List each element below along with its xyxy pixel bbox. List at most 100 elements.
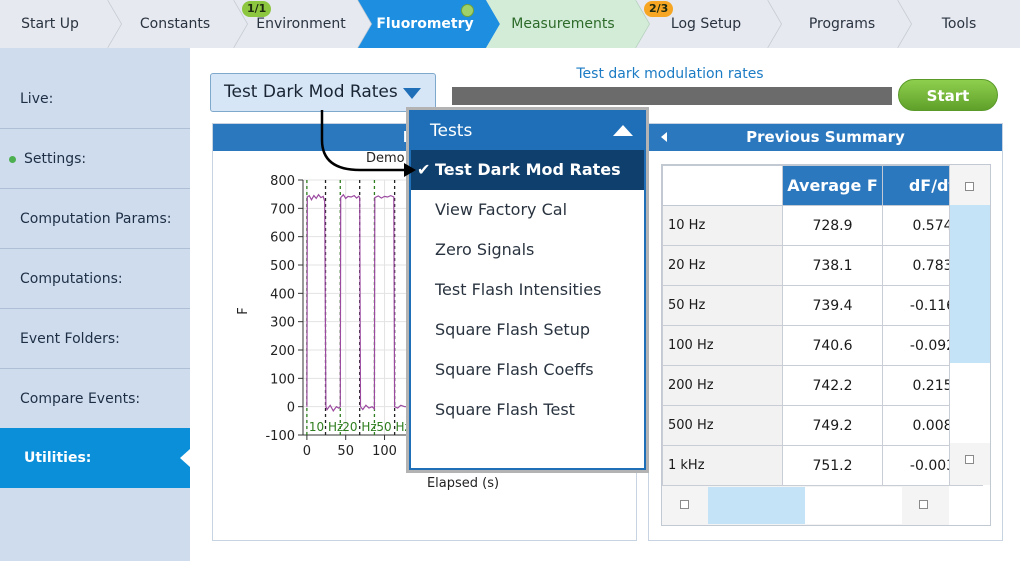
start-button[interactable]: Start bbox=[898, 79, 998, 111]
pointer-arrow bbox=[320, 110, 416, 177]
y-axis-label: F bbox=[236, 307, 251, 314]
y-tick-label: 500 bbox=[270, 259, 295, 274]
step-start-up[interactable]: Start Up bbox=[0, 0, 122, 48]
sidebar-item-label: Utilities: bbox=[24, 450, 92, 466]
y-tick-label: 700 bbox=[270, 202, 295, 217]
step-tools[interactable]: Tools bbox=[898, 0, 1020, 48]
dropdown-item-square-flash-coeffs[interactable]: Square Flash Coeffs bbox=[411, 350, 644, 390]
dropdown-item-square-flash-test[interactable]: Square Flash Test bbox=[411, 390, 644, 430]
table-row[interactable]: 200 Hz 742.2 0.215 bbox=[662, 365, 983, 406]
step-programs[interactable]: Programs bbox=[768, 0, 912, 48]
row-label: 1 kHz bbox=[662, 445, 783, 486]
sidebar-item-event-folders[interactable]: Event Folders: bbox=[0, 309, 190, 369]
step-label: Environment bbox=[256, 16, 346, 32]
test-caption: Test dark modulation rates bbox=[576, 66, 764, 82]
step-label: Start Up bbox=[21, 16, 79, 32]
panel-title: Previous Summary bbox=[746, 128, 905, 146]
average-f-cell: 728.9 bbox=[782, 205, 883, 246]
caret-down-icon bbox=[403, 88, 421, 99]
row-label: 100 Hz bbox=[662, 325, 783, 366]
dropdown-item-label: Zero Signals bbox=[435, 240, 535, 259]
table-row[interactable]: 1 kHz 751.2 -0.003 bbox=[662, 445, 983, 486]
test-mode-select-value: Test Dark Mod Rates bbox=[224, 82, 398, 102]
y-tick-label: 100 bbox=[270, 372, 295, 387]
step-environment[interactable]: 1/1 Environment bbox=[234, 0, 372, 48]
dropdown-item-label: Square Flash Test bbox=[435, 400, 575, 419]
step-label: Fluorometry bbox=[376, 16, 474, 32]
dropdown-item-test-flash-intensities[interactable]: Test Flash Intensities bbox=[411, 270, 644, 310]
caret-up-icon bbox=[613, 125, 633, 136]
collapse-left-icon[interactable] bbox=[661, 132, 667, 142]
data-series-line bbox=[306, 193, 407, 413]
tests-dropdown-header[interactable]: Tests bbox=[411, 112, 644, 150]
table-row[interactable]: 50 Hz 739.4 -0.116 bbox=[662, 285, 983, 326]
horizontal-scrollbar[interactable] bbox=[662, 485, 949, 525]
average-f-cell: 742.2 bbox=[782, 365, 883, 406]
table-row[interactable]: 10 Hz 728.9 0.574 bbox=[662, 205, 983, 246]
step-label: Tools bbox=[941, 16, 977, 32]
table-row[interactable]: 500 Hz 749.2 0.008 bbox=[662, 405, 983, 446]
previous-summary-panel: Previous Summary Average F dF/dt 10 Hz 72… bbox=[648, 123, 1003, 541]
vertical-scrollbar[interactable] bbox=[949, 165, 990, 485]
step-label: Log Setup bbox=[670, 16, 742, 32]
x-tick-label: 0 bbox=[303, 444, 311, 459]
step-navigation-bar: Start Up Constants 1/1 Environment Fluor… bbox=[0, 0, 1020, 48]
y-tick-label: 0 bbox=[287, 401, 295, 416]
checkmark-icon: ✔ bbox=[417, 160, 431, 179]
status-dot-icon bbox=[461, 4, 474, 17]
x-tick-label: 100 bbox=[372, 444, 397, 459]
step-label: Measurements bbox=[511, 16, 615, 32]
dropdown-item-label: Square Flash Setup bbox=[435, 320, 590, 339]
sidebar-item-computation-params[interactable]: Computation Params: bbox=[0, 189, 190, 249]
step-log-setup[interactable]: 2/3 Log Setup bbox=[636, 0, 782, 48]
sidebar-item-label: Computation Params: bbox=[20, 211, 172, 227]
tests-dropdown-menu: Tests ✔ Test Dark Mod Rates View Factory C… bbox=[409, 110, 646, 470]
average-f-cell: 749.2 bbox=[782, 405, 883, 446]
event-marker-label: 50 Hz bbox=[376, 420, 410, 434]
sidebar-item-computations[interactable]: Computations: bbox=[0, 249, 190, 309]
y-tick-label: 800 bbox=[270, 174, 295, 189]
step-badge: 1/1 bbox=[242, 1, 272, 17]
summary-table-container: Average F dF/dt 10 Hz 728.9 0.574 20 Hz 738.… bbox=[661, 164, 991, 526]
table-header-average-f[interactable]: Average F bbox=[782, 165, 883, 206]
scrollbar-thumb[interactable] bbox=[950, 205, 990, 363]
test-mode-select[interactable]: Test Dark Mod Rates bbox=[210, 73, 436, 112]
sidebar-item-utilities[interactable]: Utilities: bbox=[0, 428, 190, 488]
step-constants[interactable]: Constants bbox=[108, 0, 248, 48]
scroll-right-icon[interactable] bbox=[919, 500, 928, 509]
average-f-cell: 739.4 bbox=[782, 285, 883, 326]
summary-table: Average F dF/dt 10 Hz 728.9 0.574 20 Hz 738.… bbox=[662, 165, 983, 486]
x-axis-label: Elapsed (s) bbox=[427, 476, 499, 491]
panel-header: Previous Summary bbox=[649, 124, 1002, 151]
dropdown-item-test-dark-mod-rates[interactable]: ✔ Test Dark Mod Rates bbox=[411, 150, 644, 190]
row-label: 200 Hz bbox=[662, 365, 783, 406]
table-row[interactable]: 100 Hz 740.6 -0.092 bbox=[662, 325, 983, 366]
dropdown-item-view-factory-cal[interactable]: View Factory Cal bbox=[411, 190, 644, 230]
status-dot-icon bbox=[9, 156, 16, 163]
dropdown-item-square-flash-setup[interactable]: Square Flash Setup bbox=[411, 310, 644, 350]
dropdown-item-label: View Factory Cal bbox=[435, 200, 568, 219]
step-label: Constants bbox=[139, 16, 211, 32]
sidebar-item-compare-events[interactable]: Compare Events: bbox=[0, 369, 190, 429]
row-label: 10 Hz bbox=[662, 205, 783, 246]
table-row[interactable]: 20 Hz 738.1 0.783 bbox=[662, 245, 983, 286]
step-measurements[interactable]: Measurements bbox=[486, 0, 650, 48]
x-tick-label: 50 bbox=[337, 444, 354, 459]
step-badge: 2/3 bbox=[644, 1, 674, 17]
y-tick-label: 300 bbox=[270, 316, 295, 331]
sidebar-item-live[interactable]: Live: bbox=[0, 69, 190, 129]
chart-title: Demo bbox=[366, 151, 405, 166]
step-label: Programs bbox=[808, 16, 876, 32]
average-f-cell: 738.1 bbox=[782, 245, 883, 286]
step-fluorometry[interactable]: Fluorometry bbox=[358, 0, 500, 48]
scrollbar-thumb[interactable] bbox=[708, 487, 805, 524]
scroll-left-icon[interactable] bbox=[680, 500, 689, 509]
table-header bbox=[662, 165, 783, 206]
scroll-up-icon[interactable] bbox=[965, 182, 974, 191]
active-pointer-icon bbox=[180, 449, 190, 467]
sidebar-item-label: Settings: bbox=[24, 151, 87, 167]
scroll-down-icon[interactable] bbox=[965, 455, 974, 464]
dropdown-item-zero-signals[interactable]: Zero Signals bbox=[411, 230, 644, 270]
sidebar: Live: Settings: Computation Params: Comp… bbox=[0, 48, 190, 561]
sidebar-item-settings[interactable]: Settings: bbox=[0, 129, 190, 189]
